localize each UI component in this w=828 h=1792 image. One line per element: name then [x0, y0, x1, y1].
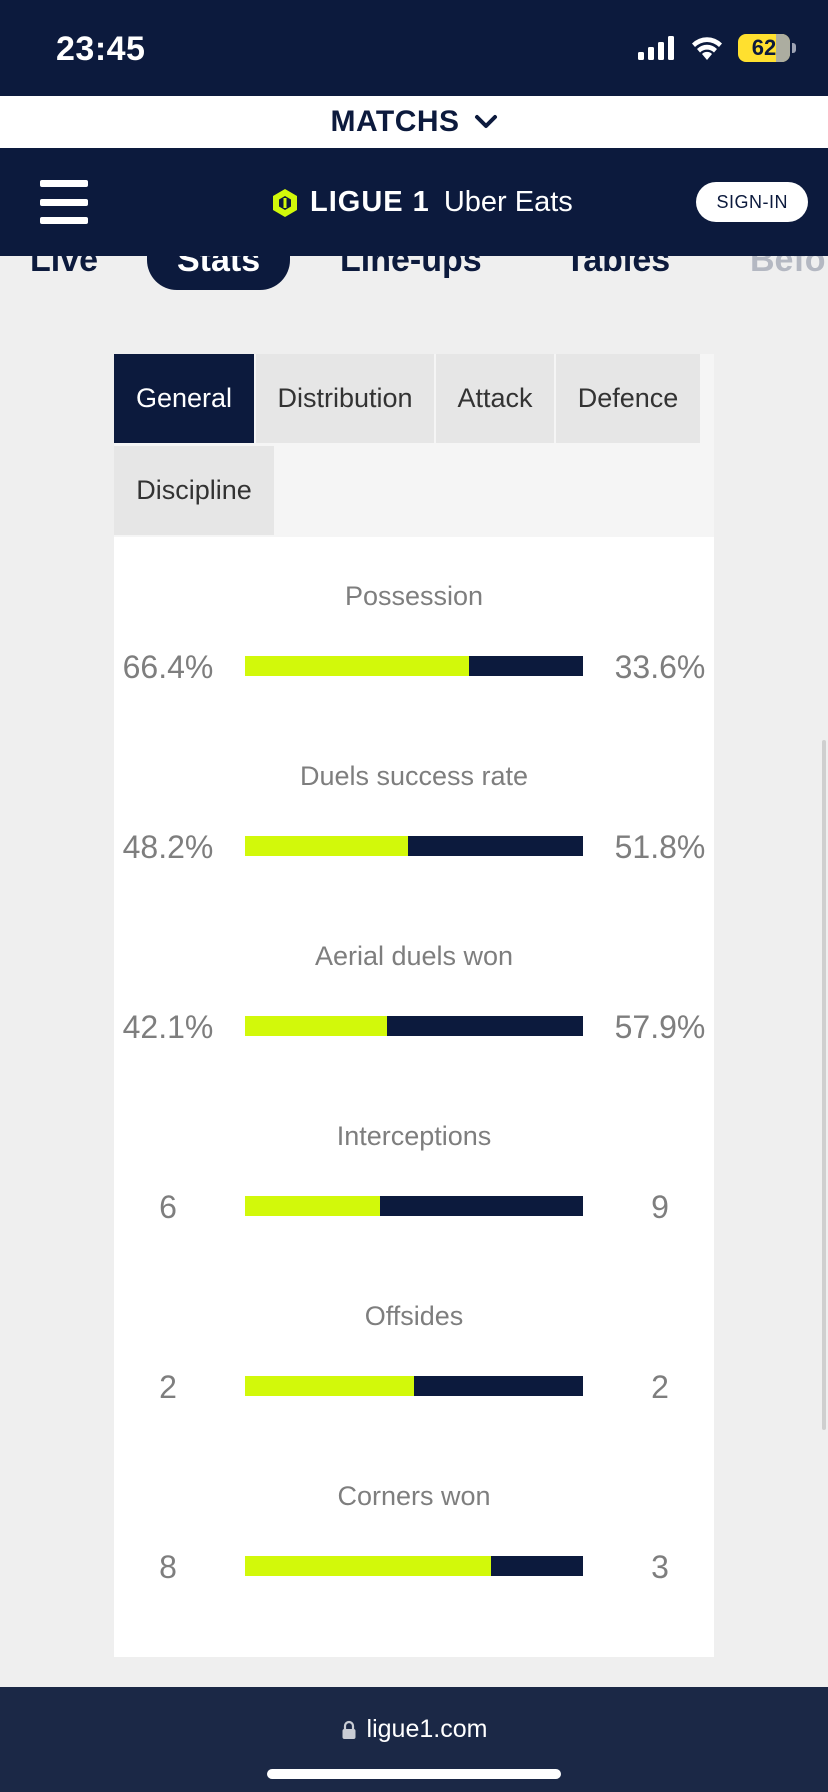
stat-home-value: 66.4% — [122, 649, 214, 685]
stat-away-value: 33.6% — [614, 649, 706, 685]
chevron-down-icon — [474, 115, 497, 128]
stat-bar-home-fill — [245, 656, 470, 676]
tab-distribution[interactable]: Distribution — [256, 354, 434, 443]
stat-bar — [245, 1196, 583, 1216]
battery-icon: 62 — [738, 34, 796, 62]
stat-possession: Possession 66.4% 33.6% — [114, 581, 714, 701]
stat-bar — [245, 656, 583, 676]
stat-aerial-duels-won: Aerial duels won 42.1% 57.9% — [114, 941, 714, 1061]
status-bar: 23:45 62 — [0, 0, 828, 96]
stat-home-value: 42.1% — [122, 1009, 214, 1045]
logo-sponsor: Uber Eats — [443, 186, 573, 218]
tab-discipline[interactable]: Discipline — [114, 446, 274, 535]
section-tab-lineups[interactable]: Line-ups — [340, 256, 482, 279]
stat-home-value: 6 — [159, 1189, 177, 1225]
stat-bar-home-fill — [245, 1196, 381, 1216]
stat-title: Corners won — [337, 1481, 491, 1511]
stat-offsides: Offsides 2 2 — [114, 1301, 714, 1421]
stat-home-value: 2 — [159, 1369, 177, 1405]
stat-title: Offsides — [364, 1301, 464, 1331]
stat-away-value: 51.8% — [614, 829, 706, 865]
stats-card: Possession 66.4% 33.6% Duels success rat… — [114, 537, 714, 1657]
stat-bar-home-fill — [245, 1556, 491, 1576]
stat-bar — [245, 1556, 583, 1576]
stat-bar-home-fill — [245, 836, 408, 856]
battery-level: 62 — [751, 35, 777, 60]
stat-title: Duels success rate — [299, 761, 529, 791]
stat-bar-home-fill — [245, 1016, 388, 1036]
section-tab-stats[interactable]: Stats — [147, 256, 291, 290]
logo-text: LIGUE 1 — [310, 186, 430, 218]
stat-away-value: 9 — [651, 1189, 669, 1225]
stat-home-value: 8 — [159, 1549, 177, 1585]
stat-away-value: 3 — [651, 1549, 669, 1585]
url-text: ligue1.com — [366, 1715, 488, 1743]
stat-title: Possession — [344, 581, 484, 611]
stat-bar-home-fill — [245, 1376, 414, 1396]
scrollbar[interactable] — [822, 740, 826, 1430]
matchs-label: MATCHS — [330, 105, 460, 138]
stat-interceptions: Interceptions 6 9 — [114, 1121, 714, 1241]
tab-general[interactable]: General — [114, 354, 254, 443]
browser-url-bar[interactable]: ligue1.com — [0, 1687, 828, 1792]
site-header: LIGUE 1 Uber Eats SIGN-IN — [0, 148, 828, 256]
stat-duels-success-rate: Duels success rate 48.2% 51.8% — [114, 761, 714, 881]
ligue1-logo-icon — [273, 188, 297, 217]
stat-title: Interceptions — [336, 1121, 492, 1151]
section-nav: Live Stats Line-ups Tables Befo — [0, 256, 828, 316]
ligue1-logo[interactable]: LIGUE 1 Uber Eats — [270, 186, 573, 219]
cellular-signal-icon — [638, 36, 674, 60]
stats-tabs: General Distribution Attack Defence Disc… — [114, 354, 714, 537]
stat-away-value: 2 — [651, 1369, 669, 1405]
tab-attack[interactable]: Attack — [436, 354, 554, 443]
stat-bar — [245, 1376, 583, 1396]
matchs-selector[interactable]: MATCHS — [0, 96, 828, 148]
stat-title: Aerial duels won — [314, 941, 514, 971]
home-indicator[interactable] — [267, 1769, 561, 1779]
section-tab-before[interactable]: Befo — [750, 256, 826, 279]
stat-bar — [245, 1016, 583, 1036]
tab-defence[interactable]: Defence — [556, 354, 700, 443]
lock-icon — [342, 1720, 356, 1739]
section-tab-tables[interactable]: Tables — [565, 256, 671, 279]
url-display[interactable]: ligue1.com — [0, 1715, 828, 1744]
stat-corners-won: Corners won 8 3 — [114, 1481, 714, 1601]
status-icons: 62 — [638, 34, 796, 62]
stat-away-value: 57.9% — [614, 1009, 706, 1045]
sign-in-button[interactable]: SIGN-IN — [696, 182, 808, 222]
wifi-icon — [692, 37, 722, 60]
menu-icon[interactable] — [40, 180, 88, 224]
stat-bar — [245, 836, 583, 856]
section-tab-live[interactable]: Live — [30, 256, 99, 279]
stat-home-value: 48.2% — [122, 829, 214, 865]
status-time: 23:45 — [56, 30, 146, 68]
